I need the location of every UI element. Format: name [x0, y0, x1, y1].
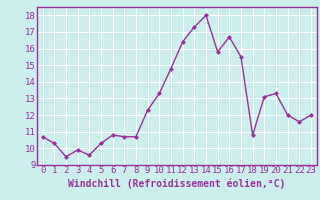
X-axis label: Windchill (Refroidissement éolien,°C): Windchill (Refroidissement éolien,°C) [68, 178, 285, 189]
